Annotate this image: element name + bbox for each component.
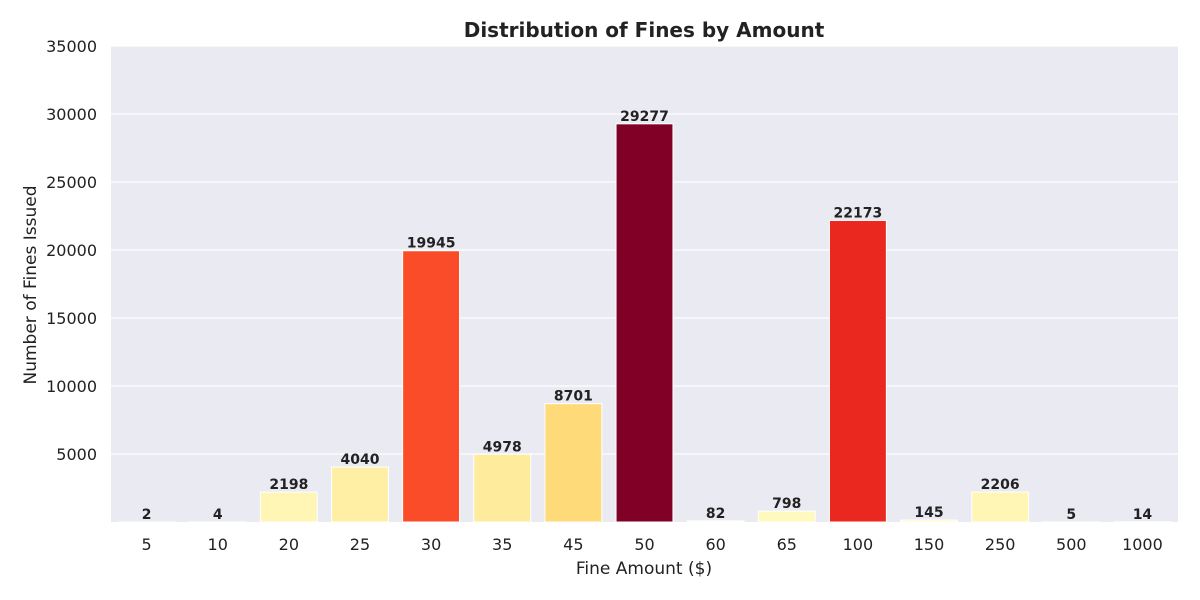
y-tick-label: 30000 bbox=[46, 105, 97, 124]
data-label-60: 82 bbox=[706, 506, 725, 522]
y-tick-label: 5000 bbox=[56, 445, 97, 464]
bar-25 bbox=[331, 466, 389, 523]
data-label-150: 145 bbox=[914, 505, 943, 521]
x-tick-label: 20 bbox=[279, 535, 299, 554]
bar-150 bbox=[900, 519, 958, 523]
data-label-45: 8701 bbox=[554, 389, 593, 405]
bar-50 bbox=[615, 123, 674, 523]
x-tick-label: 1000 bbox=[1122, 535, 1163, 554]
bar-250 bbox=[971, 491, 1030, 523]
data-label-1000: 14 bbox=[1133, 507, 1153, 523]
data-label-250: 2206 bbox=[981, 477, 1020, 493]
bar-35 bbox=[473, 453, 532, 523]
x-tick-label: 150 bbox=[914, 535, 945, 554]
data-label-10: 4 bbox=[213, 507, 223, 523]
data-label-20: 2198 bbox=[269, 477, 308, 493]
x-tick-label: 500 bbox=[1056, 535, 1087, 554]
bars bbox=[117, 123, 1172, 523]
data-label-25: 4040 bbox=[340, 452, 379, 468]
y-tick-label: 10000 bbox=[46, 377, 97, 396]
chart-title: Distribution of Fines by Amount bbox=[464, 18, 825, 42]
data-label-65: 798 bbox=[772, 496, 801, 512]
data-labels: 2 4 2198 4040 19945 4978 8701 29277 82 798 22173 14… bbox=[142, 109, 1153, 523]
x-tick-label: 45 bbox=[563, 535, 583, 554]
bar-45 bbox=[544, 403, 603, 523]
x-tick-label: 250 bbox=[985, 535, 1016, 554]
x-tick-label: 30 bbox=[421, 535, 441, 554]
x-tick-label: 100 bbox=[843, 535, 874, 554]
x-tick-label: 65 bbox=[777, 535, 797, 554]
data-label-5: 2 bbox=[142, 507, 152, 523]
bar-100 bbox=[828, 219, 887, 523]
data-label-100: 22173 bbox=[834, 205, 883, 221]
x-axis-label: Fine Amount ($) bbox=[576, 559, 712, 579]
x-tick-label: 35 bbox=[492, 535, 512, 554]
data-label-35: 4978 bbox=[483, 439, 522, 455]
data-label-30: 19945 bbox=[407, 236, 456, 252]
x-tick-label: 50 bbox=[634, 535, 654, 554]
bar-60 bbox=[686, 520, 745, 523]
x-tick-label: 10 bbox=[208, 535, 228, 554]
y-tick-label: 20000 bbox=[46, 241, 97, 260]
y-tick-label: 15000 bbox=[46, 309, 97, 328]
bar-20 bbox=[259, 491, 318, 523]
x-tick-label: 25 bbox=[350, 535, 370, 554]
y-tick-label: 25000 bbox=[46, 173, 97, 192]
y-axis-ticks: 5000 10000 15000 20000 25000 30000 35000 bbox=[46, 37, 97, 464]
y-axis-label: Number of Fines Issued bbox=[21, 186, 41, 385]
x-tick-label: 60 bbox=[705, 535, 725, 554]
x-axis-ticks: 5 10 20 25 30 35 45 50 60 65 100 150 250 500 1000 bbox=[141, 535, 1162, 554]
bar-30 bbox=[402, 250, 461, 523]
data-label-500: 5 bbox=[1066, 507, 1076, 523]
bar-65 bbox=[757, 510, 816, 523]
x-tick-label: 5 bbox=[141, 535, 151, 554]
data-label-50: 29277 bbox=[620, 109, 669, 125]
y-tick-label: 35000 bbox=[46, 37, 97, 56]
